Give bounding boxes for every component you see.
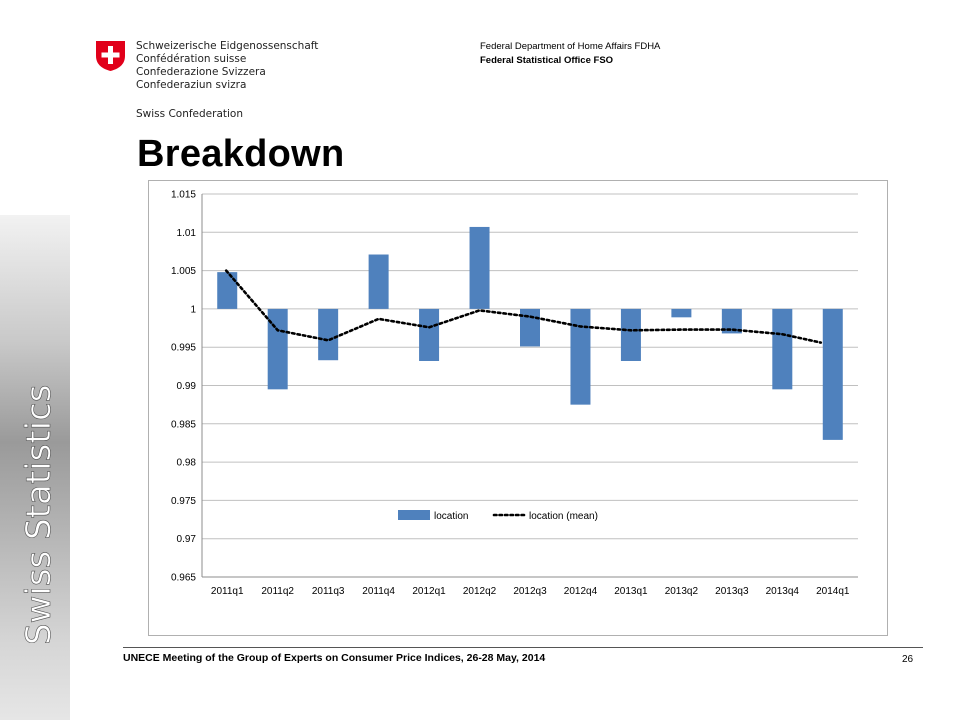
- bar-2011q3: [318, 308, 339, 361]
- confederation-line-de: Schweizerische Eidgenossenschaft: [136, 40, 319, 52]
- legend-label-location: location: [434, 511, 468, 522]
- x-tick-label: 2012q4: [564, 586, 598, 597]
- x-tick-label: 2014q1: [816, 586, 850, 597]
- side-label-graphic: Swiss Statistics: [19, 384, 60, 646]
- x-tick-label: 2011q3: [312, 586, 345, 597]
- mean-line: [224, 269, 823, 344]
- x-tick-label: 2011q1: [211, 586, 244, 597]
- bar-2013q2: [671, 308, 692, 318]
- bar-2013q3: [721, 308, 742, 334]
- y-tick-label: 0.965: [171, 573, 196, 584]
- x-tick-label: 2012q2: [463, 586, 497, 597]
- slide-title: Breakdown: [137, 133, 345, 175]
- x-tick-label: 2011q2: [261, 586, 294, 597]
- y-tick-label: 1: [190, 304, 196, 315]
- side-decoration: Swiss Statistics: [0, 215, 70, 720]
- bar-2014q1: [822, 308, 843, 440]
- x-tick-label: 2011q4: [362, 586, 395, 597]
- x-tick-label: 2013q1: [614, 586, 648, 597]
- y-tick-label: 1.015: [171, 190, 196, 201]
- y-tick-label: 0.995: [171, 343, 196, 354]
- bar-2012q1: [419, 308, 440, 361]
- swiss-cross-icon: [96, 41, 125, 71]
- y-tick-label: 0.98: [177, 458, 197, 469]
- legend-label-mean: location (mean): [529, 511, 598, 522]
- page-number: 26: [902, 654, 914, 665]
- chart-frame: 1.015 1.01 1.005 1 0.995 0.99 0.985 0.98 0.975 0.…: [148, 180, 888, 636]
- department-name: Federal Department of Home Affairs FDHA: [480, 41, 661, 52]
- bar-2011q4: [368, 254, 389, 309]
- y-tick-label: 0.97: [177, 534, 197, 545]
- side-label: Swiss Statistics: [19, 385, 59, 646]
- y-tick-label: 1.005: [171, 266, 196, 277]
- bar-2013q1: [620, 308, 641, 361]
- confederation-line-en: Swiss Confederation: [136, 108, 244, 120]
- y-tick-label: 0.985: [171, 419, 196, 430]
- footer-divider: [123, 647, 923, 648]
- x-tick-label: 2013q2: [665, 586, 699, 597]
- y-tick-label: 0.99: [177, 381, 197, 392]
- x-tick-label: 2012q3: [513, 586, 547, 597]
- bar-2012q3: [520, 308, 540, 347]
- confederation-line-fr: Confédération suisse: [136, 53, 247, 65]
- bar-chart: 1.015 1.01 1.005 1 0.995 0.99 0.985 0.98 0.975 0.…: [171, 190, 858, 597]
- bar-2013q4: [772, 308, 793, 390]
- footer-text: UNECE Meeting of the Group of Experts on…: [123, 652, 546, 664]
- office-name: Federal Statistical Office FSO: [480, 55, 614, 66]
- y-tick-label: 1.01: [177, 228, 197, 239]
- legend-swatch-location: [398, 510, 430, 520]
- x-tick-label: 2013q3: [715, 586, 749, 597]
- x-tick-label: 2012q1: [412, 586, 446, 597]
- confederation-line-rm: Confederaziun svizra: [136, 79, 247, 91]
- confederation-line-it: Confederazione Svizzera: [136, 66, 266, 78]
- bar-2011q1: [217, 272, 238, 309]
- bar-2012q2: [469, 226, 490, 309]
- y-tick-label: 0.975: [171, 496, 196, 507]
- bar-2012q4: [570, 308, 591, 405]
- x-tick-label: 2013q4: [766, 586, 800, 597]
- bar-2011q2: [267, 308, 288, 390]
